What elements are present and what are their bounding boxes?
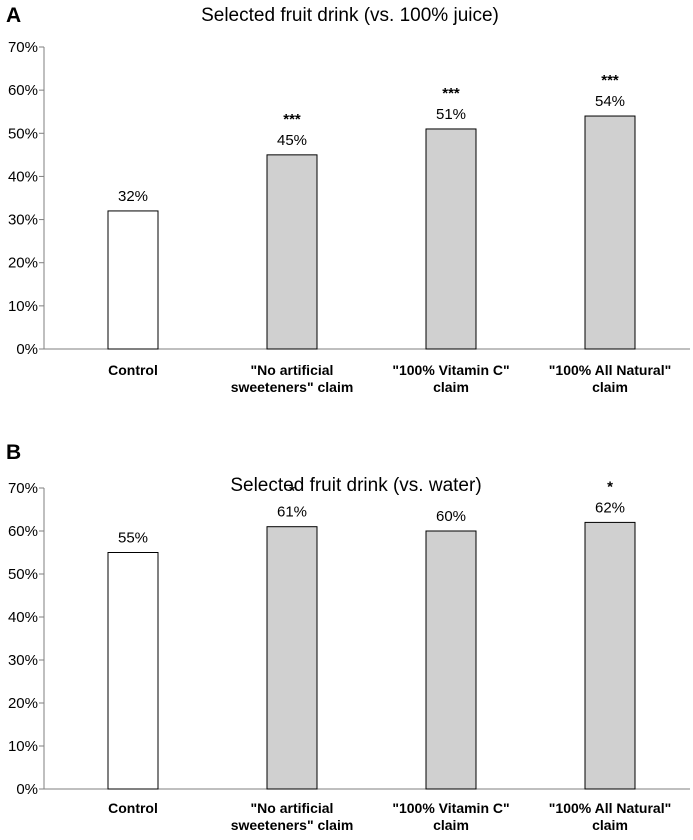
panel-b-bar-4 <box>584 521 636 790</box>
panel-b-ytick-label: 40% <box>8 609 38 626</box>
panel-b-ytick-label: 10% <box>8 738 38 755</box>
panel-a-value-label-3: 51% <box>436 106 466 123</box>
panel-a-category-label-2: sweeteners" claim <box>231 379 354 395</box>
panel-b-value-label-2: 61% <box>277 504 307 521</box>
panel-b-ytick-label: 30% <box>8 652 38 669</box>
panel-a-ytick-label: 40% <box>8 168 38 185</box>
panel-b-category-label-4: "100% All Natural" <box>549 800 671 816</box>
panel-b-category-label-1: Control <box>108 800 158 816</box>
panel-a-significance-3: *** <box>442 85 460 102</box>
panel-a-ytick-label: 70% <box>8 39 38 56</box>
panel-b-category-label-3: "100% Vitamin C" <box>392 800 509 816</box>
panel-b-significance-4: * <box>607 478 613 495</box>
panel-a-category-label-3: "100% Vitamin C" <box>392 362 509 378</box>
panel-b-letter: B <box>6 441 21 464</box>
panel-a-category-label-1: Control <box>108 362 158 378</box>
panel-b-value-label-1: 55% <box>118 530 148 547</box>
panel-a-bar-3 <box>425 128 477 350</box>
panel-a-ytick-label: 10% <box>8 298 38 315</box>
panel-a-ytick-label: 50% <box>8 125 38 142</box>
panel-a-category-label-2: "No artificial <box>251 362 334 378</box>
panel-a-ytick-label: 30% <box>8 212 38 229</box>
panel-b-bar-2 <box>266 526 318 790</box>
panel-b-title: Selected fruit drink (vs. water) <box>230 475 481 496</box>
panel-b-value-label-3: 60% <box>436 508 466 525</box>
panel-b-ytick-label: 60% <box>8 523 38 540</box>
panel-b-ytick-label: 0% <box>16 781 38 798</box>
panel-b-ytick-label: 50% <box>8 566 38 583</box>
panel-a-ytick-label: 0% <box>16 341 38 358</box>
panel-a-category-label-4: "100% All Natural" <box>549 362 671 378</box>
panel-a-letter: A <box>6 4 21 27</box>
panel-b-ytick-label: 20% <box>8 695 38 712</box>
panel-b-value-label-4: 62% <box>595 499 625 516</box>
panel-b-significance-2: * <box>289 483 295 500</box>
panel-a-title: Selected fruit drink (vs. 100% juice) <box>201 5 499 26</box>
panel-a-significance-4: *** <box>601 72 619 89</box>
panel-a-significance-2: *** <box>283 111 301 128</box>
panel-a-bar-4 <box>584 115 636 350</box>
panel-a-value-label-2: 45% <box>277 132 307 149</box>
panel-a-bar-2 <box>266 154 318 350</box>
panel-a-value-label-1: 32% <box>118 188 148 205</box>
panel-b-bar-1 <box>107 552 159 790</box>
panel-a-category-label-3: claim <box>433 379 469 395</box>
panel-a-value-label-4: 54% <box>595 93 625 110</box>
panel-b-category-label-2: sweeteners" claim <box>231 817 354 833</box>
panel-a-ytick-label: 20% <box>8 255 38 272</box>
panel-b-category-label-2: "No artificial <box>251 800 334 816</box>
panel-b-category-label-4: claim <box>592 817 628 833</box>
panel-a-ytick-label: 60% <box>8 82 38 99</box>
panel-b-ytick-label: 70% <box>8 480 38 497</box>
panel-a-bar-1 <box>107 210 159 350</box>
panel-a-category-label-4: claim <box>592 379 628 395</box>
panel-b-bar-3 <box>425 530 477 790</box>
panel-b-category-label-3: claim <box>433 817 469 833</box>
